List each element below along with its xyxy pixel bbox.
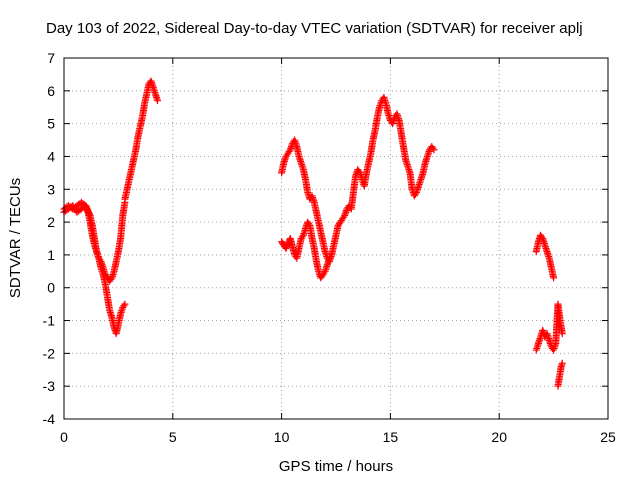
x-tick-label-5: 25 bbox=[600, 429, 616, 445]
y-tick-label-6: 2 bbox=[47, 214, 55, 230]
y-axis-label: SDTVAR / TECUs bbox=[7, 178, 24, 298]
data-point-2-21-1 bbox=[120, 302, 128, 310]
y-tick-label-9: 5 bbox=[47, 116, 55, 132]
data-point-4-61-1 bbox=[411, 190, 419, 198]
x-tick-label-4: 20 bbox=[491, 429, 507, 445]
y-tick-label-4: 0 bbox=[47, 280, 55, 296]
data-point-6-7-6 bbox=[550, 274, 558, 282]
data-point-1-16-1 bbox=[107, 276, 115, 284]
data-point-4-35-1 bbox=[355, 167, 363, 175]
tick-labels: 0 5 10 15 20 25 -4 -3 -2 -1 0 1 2 3 4 5 6 7 bbox=[43, 50, 616, 445]
data-point-5-16-1 bbox=[320, 269, 328, 277]
x-tick-label-0: 0 bbox=[60, 429, 68, 445]
y-tick-label-1: -3 bbox=[43, 378, 56, 394]
data-point-5-9-1 bbox=[305, 220, 313, 228]
plot-frame bbox=[63, 57, 609, 420]
data-point-4-69-1 bbox=[429, 144, 437, 152]
data-point-5-19-1 bbox=[327, 253, 335, 261]
data-point-4-3-1 bbox=[285, 148, 293, 156]
data-point-7-11-8 bbox=[558, 330, 566, 338]
y-tick-label-10: 6 bbox=[47, 83, 55, 99]
chart-title: Day 103 of 2022, Sidereal Day-to-day VTE… bbox=[46, 20, 583, 37]
data-point-8-3-2 bbox=[558, 359, 566, 367]
x-tick-label-1: 5 bbox=[169, 429, 177, 445]
data-point-5-6-1 bbox=[298, 233, 306, 241]
y-tick-label-5: 1 bbox=[47, 247, 55, 263]
x-tick-label-3: 15 bbox=[383, 429, 399, 445]
y-tick-label-11: 7 bbox=[47, 50, 55, 66]
y-tick-label-7: 3 bbox=[47, 181, 55, 197]
data-point-2-5-6 bbox=[85, 210, 93, 218]
data-point-4-69-2 bbox=[430, 146, 438, 154]
x-axis-label: GPS time / hours bbox=[279, 458, 393, 475]
y-tick-label-0: -4 bbox=[43, 411, 56, 427]
y-tick-label-3: -1 bbox=[43, 313, 56, 329]
data-point-6-2-1 bbox=[538, 233, 546, 241]
data-point-2-21-2 bbox=[121, 300, 129, 308]
y-tick-label-2: -2 bbox=[43, 345, 56, 361]
data-point-4-28-1 bbox=[340, 213, 348, 221]
data-points bbox=[60, 77, 566, 390]
data-point-3-14-4 bbox=[154, 97, 162, 105]
data-point-5-19-2 bbox=[328, 251, 336, 259]
y-tick-label-8: 4 bbox=[47, 148, 55, 164]
x-tick-label-2: 10 bbox=[274, 429, 290, 445]
